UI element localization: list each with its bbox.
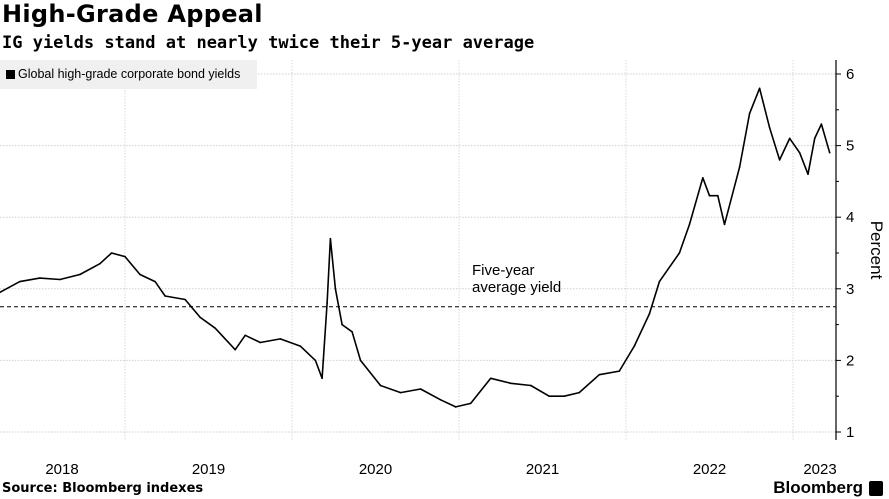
y-tick-label: 5	[846, 138, 854, 155]
data-point	[548, 395, 550, 398]
legend: Global high-grade corporate bond yields	[0, 60, 257, 89]
data-point	[828, 151, 831, 154]
x-tick-label: 2021	[526, 461, 559, 478]
data-point	[807, 173, 809, 176]
data-point	[748, 112, 751, 115]
data-point	[154, 280, 156, 283]
data-point	[244, 334, 247, 337]
series-line-yields	[0, 87, 831, 408]
data-point	[778, 159, 781, 161]
x-tick-label: 2020	[359, 461, 392, 478]
legend-swatch	[6, 70, 15, 79]
annotation-line-1: Five-year	[472, 262, 535, 279]
data-point	[702, 177, 704, 179]
data-point	[234, 348, 237, 351]
data-point	[798, 151, 801, 154]
annotation-line-2: average yield	[472, 279, 561, 296]
data-point	[419, 388, 422, 390]
data-point	[18, 280, 21, 283]
data-point	[199, 316, 201, 319]
brand-logo: Bloomberg	[773, 478, 863, 497]
data-point	[110, 252, 113, 254]
data-point	[321, 377, 323, 380]
y-tick-label: 1	[846, 424, 854, 441]
data-point	[124, 255, 126, 258]
x-tick-label: 2019	[192, 461, 225, 478]
y-axis-label: Percent	[867, 221, 886, 280]
x-tick-label: 2023	[803, 461, 836, 478]
data-point	[341, 323, 343, 326]
data-point	[329, 237, 332, 240]
data-point	[658, 280, 661, 283]
chart-subtitle: IG yields stand at nearly twice their 5-…	[2, 33, 535, 53]
data-point	[164, 295, 166, 297]
data-point	[0, 291, 1, 294]
data-point	[648, 313, 651, 315]
data-point	[788, 137, 791, 140]
data-point	[598, 373, 601, 376]
data-point	[334, 288, 337, 290]
data-point	[139, 273, 141, 276]
data-point	[314, 359, 317, 362]
data-point	[359, 359, 362, 362]
data-point	[758, 87, 761, 90]
bloomberg-chart-icon	[869, 481, 883, 496]
x-tick-label: 2022	[693, 461, 726, 478]
data-point	[688, 223, 691, 226]
data-point	[813, 137, 816, 140]
data-point	[708, 194, 711, 197]
y-tick-label: 6	[846, 66, 854, 83]
data-point	[454, 406, 457, 408]
data-point	[820, 123, 823, 125]
data-point	[59, 278, 61, 281]
data-point	[39, 277, 41, 279]
data-point	[509, 382, 512, 385]
data-point	[530, 384, 532, 387]
source-note: Source: Bloomberg indexes	[2, 481, 204, 496]
y-tick-label: 4	[846, 209, 854, 226]
data-point	[618, 370, 621, 372]
data-point	[399, 391, 402, 394]
data-point	[717, 194, 719, 197]
y-tick-label: 3	[846, 281, 854, 298]
chart-title: High-Grade Appeal	[2, 0, 263, 28]
data-point	[214, 327, 216, 329]
data-point	[326, 302, 328, 304]
data-point	[738, 166, 741, 168]
data-point	[299, 345, 302, 347]
data-point	[678, 252, 681, 254]
data-point	[99, 262, 101, 265]
data-point	[439, 398, 442, 401]
data-point	[184, 298, 186, 301]
data-point	[259, 341, 262, 344]
data-point	[578, 391, 581, 394]
data-point	[768, 126, 771, 129]
data-point	[489, 377, 492, 380]
y-tick-label: 2	[846, 352, 854, 369]
data-point	[563, 395, 566, 398]
data-point	[79, 273, 81, 276]
legend-label: Global high-grade corporate bond yields	[18, 67, 241, 81]
x-tick-label: 2018	[45, 461, 78, 478]
data-point	[469, 402, 472, 405]
data-point	[723, 223, 726, 226]
data-point	[279, 338, 282, 340]
data-point	[351, 330, 353, 333]
data-point	[633, 345, 636, 347]
data-point	[379, 384, 382, 387]
